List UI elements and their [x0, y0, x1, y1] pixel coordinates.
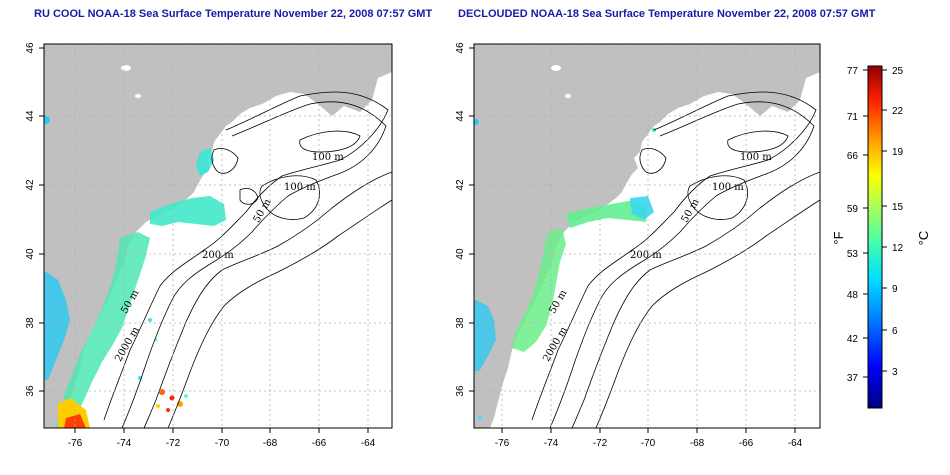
left-sst-patch-coast	[56, 232, 150, 428]
right-grid	[474, 44, 820, 428]
left-land-mass	[44, 44, 392, 428]
fahrenheit-tick: 71	[847, 112, 859, 123]
colorbar-ticks	[863, 69, 887, 378]
left-map-title: RU COOL NOAA-18 Sea Surface Temperature …	[34, 8, 433, 20]
right-axis-ticks	[469, 47, 796, 433]
left-sst-patch-cape	[150, 196, 226, 226]
right-map-frame	[473, 43, 821, 429]
celsius-tick: 6	[892, 326, 898, 337]
left-sst-patch-chesapeake	[44, 272, 70, 380]
left-lat-tick: 44	[25, 110, 36, 122]
fahrenheit-tick: 66	[847, 151, 859, 162]
right-map-panel: 100 m 100 m 50 m 200 m 50 m 2000 m -76 -…	[455, 42, 821, 449]
colorbar-celsius-labels: 25 22 19 15 12 9 6 3	[892, 66, 904, 378]
right-bathymetry-contours	[531, 91, 820, 428]
fahrenheit-tick: 48	[847, 290, 859, 301]
fahrenheit-tick: 42	[847, 334, 859, 345]
left-lake-2	[135, 94, 141, 98]
fahrenheit-tick: 77	[847, 66, 859, 77]
right-lat-tick-labels: 46 44 42 40 38 36	[455, 42, 466, 397]
left-lat-tick-labels: 46 44 42 40 38 36	[25, 42, 36, 397]
right-lat-tick: 36	[455, 385, 466, 397]
right-lat-tick: 46	[455, 42, 466, 54]
right-lake-2	[565, 94, 571, 98]
temperature-colorbar: 77 71 66 59 53 48 42 37 25 22 19 15 12 9…	[831, 65, 931, 409]
celsius-tick: 15	[892, 202, 904, 213]
left-map-frame	[43, 43, 393, 429]
left-lon-tick: -72	[166, 438, 181, 449]
left-lat-tick: 46	[25, 42, 36, 54]
right-land-mass	[474, 44, 820, 428]
right-lat-tick: 42	[455, 179, 466, 191]
left-lon-tick: -74	[117, 438, 132, 449]
right-contour-label-200m: 200 m	[630, 250, 662, 261]
fahrenheit-tick: 37	[847, 373, 859, 384]
right-lon-tick: -64	[788, 438, 803, 449]
left-lon-tick: -64	[361, 438, 376, 449]
celsius-tick: 9	[892, 284, 898, 295]
right-sst-patch-south	[474, 300, 496, 372]
left-contour-label-200m: 200 m	[202, 250, 234, 261]
left-lat-tick: 42	[25, 179, 36, 191]
right-lon-tick: -70	[641, 438, 656, 449]
left-lon-tick-labels: -76 -74 -72 -70 -68 -66 -64	[68, 438, 376, 449]
fahrenheit-unit-label: °F	[831, 231, 846, 244]
left-contour-label-100m-a: 100 m	[312, 152, 344, 163]
right-sst-patch-coast	[512, 228, 566, 352]
fahrenheit-tick: 59	[847, 204, 859, 215]
celsius-tick: 22	[892, 106, 904, 117]
right-lon-tick: -68	[690, 438, 705, 449]
left-axis-ticks	[39, 47, 369, 433]
right-lon-tick: -72	[593, 438, 608, 449]
left-sst-specks	[44, 116, 188, 412]
colorbar-gradient	[867, 65, 883, 409]
left-lat-tick: 40	[25, 248, 36, 260]
left-lon-tick: -76	[68, 438, 83, 449]
left-map-panel: 100 m 100 m 50 m 200 m 50 m 2000 m -76 -…	[25, 42, 393, 449]
left-sst-patch-ne	[196, 148, 214, 176]
celsius-unit-label: °C	[916, 231, 931, 246]
right-lon-tick: -76	[495, 438, 510, 449]
right-lat-tick: 44	[455, 110, 466, 122]
left-contour-label-100m-b: 100 m	[284, 182, 316, 193]
right-contour-label-100m-a: 100 m	[740, 152, 772, 163]
right-lat-tick: 40	[455, 248, 466, 260]
left-lake	[121, 65, 131, 71]
right-contour-label-100m-b: 100 m	[712, 182, 744, 193]
celsius-tick: 3	[892, 367, 898, 378]
left-grid	[44, 44, 392, 428]
left-lat-tick: 36	[25, 385, 36, 397]
colorbar-fahrenheit-labels: 77 71 66 59 53 48 42 37	[847, 66, 859, 384]
left-lon-tick: -66	[312, 438, 327, 449]
right-lat-tick: 38	[455, 317, 466, 329]
celsius-tick: 19	[892, 147, 904, 158]
right-lon-tick: -74	[544, 438, 559, 449]
right-lon-tick: -66	[739, 438, 754, 449]
right-lake	[551, 65, 561, 71]
celsius-tick: 25	[892, 66, 904, 77]
right-lon-tick-labels: -76 -74 -72 -70 -68 -66 -64	[495, 438, 803, 449]
celsius-tick: 12	[892, 243, 904, 254]
right-sst-patch-cape	[566, 200, 648, 228]
left-lon-tick: -70	[215, 438, 230, 449]
fahrenheit-tick: 53	[847, 249, 859, 260]
left-lon-tick: -68	[263, 438, 278, 449]
right-map-title: DECLOUDED NOAA-18 Sea Surface Temperatur…	[458, 8, 876, 20]
left-lat-tick: 38	[25, 317, 36, 329]
